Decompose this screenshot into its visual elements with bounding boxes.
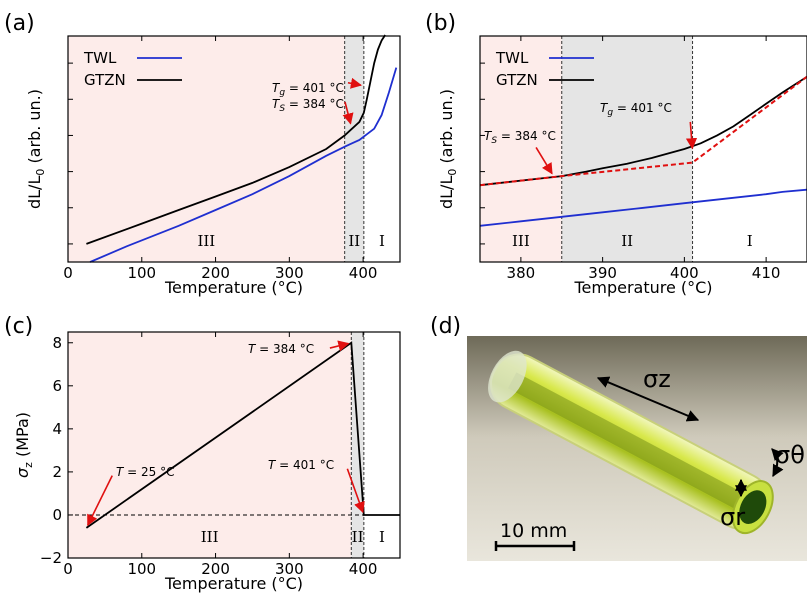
region-label-ii: II	[621, 232, 633, 250]
x-axis-label: Temperature (°C)	[573, 278, 712, 297]
legend-label-gtzn: GTZN	[84, 71, 126, 89]
photo-rod-sample: σz σθ σr 10 mm	[467, 336, 807, 561]
annotation-arrow	[87, 475, 113, 527]
region-iii-bg	[68, 332, 352, 558]
x-tick-label: 200	[201, 560, 230, 578]
annotation-label: Tg = 401 °C	[272, 81, 344, 98]
panel-label-b: (b)	[425, 11, 456, 36]
region-label-i: I	[379, 528, 385, 546]
x-tick-label: 380	[507, 264, 536, 282]
region-ii-bg	[561, 36, 693, 262]
plot-frame	[479, 35, 807, 263]
y-tick-label: −2	[40, 549, 62, 567]
panel-label-d: (d)	[430, 314, 461, 339]
annotation-arrow	[342, 101, 354, 125]
sigma-z-label: σz	[643, 365, 671, 393]
y-axis-label: σz (MPa)	[13, 412, 35, 478]
region-iii-bg	[68, 36, 345, 262]
region-label-iii: III	[512, 232, 530, 250]
series-twl-line	[479, 188, 807, 227]
region-label-iii: III	[201, 528, 219, 546]
annotation-label: T = 25 °C	[116, 465, 175, 479]
x-tick-label: 0	[63, 264, 73, 282]
x-tick-label: 100	[127, 560, 156, 578]
region-iii-bg	[480, 36, 562, 262]
series-twl-line	[89, 67, 398, 263]
region-label-iii: III	[197, 232, 215, 250]
x-tick-label: 200	[201, 264, 230, 282]
annotation-label: Tg = 401 °C	[600, 101, 672, 118]
y-axis-label: dL/L0 (arb. un.)	[25, 89, 47, 209]
rod-end-core	[739, 490, 767, 524]
x-tick-label: 400	[349, 264, 378, 282]
region-label-i: I	[379, 232, 385, 250]
panel-label-a: (a)	[4, 11, 35, 36]
annotation-label: T = 401 °C	[268, 458, 334, 472]
x-axis-label: Temperature (°C)	[164, 278, 303, 297]
annotation-arrow	[329, 340, 350, 352]
rod-end-clear	[488, 350, 527, 403]
y-tick-label: 8	[52, 334, 62, 352]
y-tick-label: 0	[52, 506, 62, 524]
sigma-theta-label: σθ	[775, 441, 805, 469]
x-tick-label: 300	[275, 560, 304, 578]
annotation-arrow	[685, 121, 698, 150]
panel-label-c: (c)	[4, 314, 33, 339]
x-axis-label: Temperature (°C)	[164, 574, 303, 593]
x-tick-label: 390	[588, 264, 617, 282]
annotation-label: T = 384 °C	[248, 342, 314, 356]
legend-label-twl: TWL	[83, 49, 117, 67]
annotation-label: TS = 384 °C	[484, 129, 556, 146]
y-tick-label: 2	[52, 463, 62, 481]
legend-label-twl: TWL	[495, 49, 529, 67]
sigma-theta-arrow	[771, 448, 784, 478]
series-fit-dashed-line	[479, 75, 807, 187]
series-line	[85, 341, 400, 529]
series-gtzn-line	[86, 34, 386, 245]
legend-label-gtzn: GTZN	[496, 71, 538, 89]
region-ii-bg	[344, 36, 364, 262]
x-tick-label: 100	[127, 264, 156, 282]
scale-bar-label: 10 mm	[500, 520, 567, 542]
y-tick-label: 6	[52, 377, 62, 395]
y-axis-label: dL/L0 (arb. un.)	[437, 89, 459, 209]
annotation-label: TS = 384 °C	[272, 97, 344, 114]
series-gtzn-line	[479, 75, 807, 187]
rod-core	[507, 372, 755, 515]
region-label-ii: II	[348, 232, 360, 250]
region-label-ii: II	[352, 528, 364, 546]
x-tick-label: 400	[670, 264, 699, 282]
x-tick-label: 0	[63, 560, 73, 578]
sigma-r-label: σr	[720, 503, 745, 531]
annotation-arrow	[346, 468, 365, 514]
y-tick-label: 4	[52, 420, 62, 438]
sigma-z-arrow	[596, 376, 700, 422]
x-tick-label: 410	[752, 264, 781, 282]
plot-frame	[67, 35, 401, 263]
x-tick-label: 400	[349, 560, 378, 578]
x-tick-label: 300	[275, 264, 304, 282]
annotation-arrow	[347, 77, 363, 89]
plot-frame	[67, 331, 401, 559]
region-label-i: I	[747, 232, 753, 250]
annotation-arrow	[535, 146, 553, 175]
